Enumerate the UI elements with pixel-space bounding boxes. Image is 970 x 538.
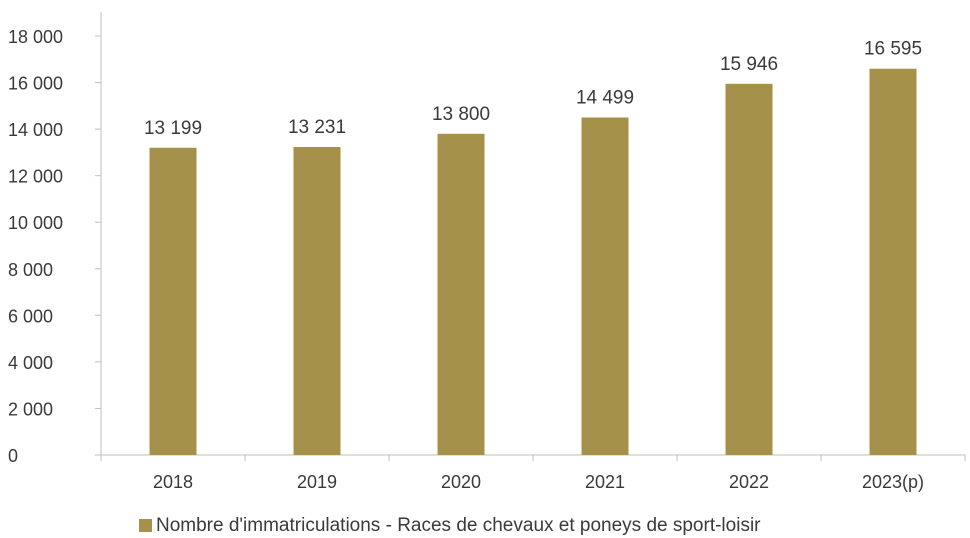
legend-label: Nombre d'immatriculations - Races de che… bbox=[156, 515, 761, 536]
bar bbox=[293, 147, 341, 455]
bar bbox=[437, 133, 485, 455]
data-label: 13 231 bbox=[288, 117, 346, 138]
x-tick-label: 2018 bbox=[153, 472, 193, 492]
data-label: 15 946 bbox=[720, 54, 778, 75]
x-tick-label: 2023(p) bbox=[862, 472, 924, 492]
bar bbox=[581, 117, 629, 456]
y-tick-label: 4 000 bbox=[8, 353, 53, 373]
y-axis: 0 2 000 4 000 6 000 8 000 10 000 12 000 14 000 1… bbox=[8, 12, 102, 466]
y-tick-label: 0 bbox=[8, 446, 18, 466]
y-tick-label: 14 000 bbox=[8, 120, 63, 140]
data-label: 13 199 bbox=[144, 118, 202, 139]
y-tick-label: 18 000 bbox=[8, 27, 63, 47]
bar bbox=[149, 147, 197, 456]
y-tick-label: 12 000 bbox=[8, 167, 63, 187]
x-tick-label: 2020 bbox=[441, 472, 481, 492]
data-labels: 13 199 13 231 13 800 14 499 15 946 16 595 bbox=[144, 39, 922, 139]
y-tick-label: 16 000 bbox=[8, 74, 63, 94]
x-tick-label: 2021 bbox=[585, 472, 625, 492]
data-label: 14 499 bbox=[576, 87, 634, 108]
y-tick-label: 8 000 bbox=[8, 260, 53, 280]
data-label: 16 595 bbox=[864, 39, 922, 60]
y-tick-label: 2 000 bbox=[8, 399, 53, 419]
x-axis: 2018 2019 2020 2021 2022 2023(p) bbox=[100, 454, 966, 492]
x-tick-label: 2019 bbox=[297, 472, 337, 492]
y-tick-label: 6 000 bbox=[8, 306, 53, 326]
data-label: 13 800 bbox=[432, 104, 490, 125]
legend: Nombre d'immatriculations - Races de che… bbox=[139, 515, 761, 536]
x-tick-label: 2022 bbox=[729, 472, 769, 492]
legend-swatch bbox=[139, 519, 152, 532]
bar bbox=[725, 83, 773, 455]
y-tick-label: 10 000 bbox=[8, 213, 63, 233]
bar bbox=[869, 68, 917, 456]
bars bbox=[149, 68, 917, 456]
